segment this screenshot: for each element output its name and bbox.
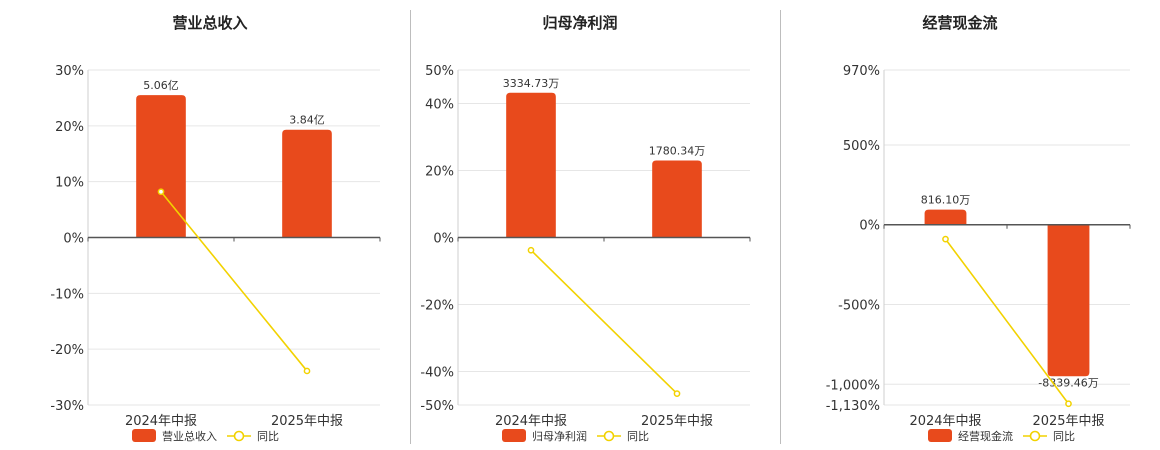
chart-2-category-label: 2025年中报 [1032,414,1104,429]
chart-2-bar-1-label: -8339.46万 [1038,376,1098,389]
chart-0-bar-0-label: 5.06亿 [143,79,179,92]
chart-2-legend-line-marker [1029,430,1041,442]
chart-0-bar-1-label: 3.84亿 [289,114,325,127]
chart-0-ytick-label: 30% [55,64,84,79]
chart-1-ytick-label: -50% [420,399,454,414]
chart-1-legend-line-marker [603,430,615,442]
chart-2-legend-bar-swatch [928,429,952,442]
chart-0-ytick-label: -20% [50,343,84,358]
chart-0-ytick-label: -30% [50,399,84,414]
chart-2-category-label: 2024年中报 [909,414,981,429]
chart-0-bar-0 [136,95,186,238]
chart-2-ytick-label: 500% [843,139,880,154]
chart-1-ytick-label: 0% [433,232,454,247]
chart-1-bar-1-label: 1780.34万 [649,144,706,157]
chart-1-legend-line-label: 同比 [627,430,649,443]
chart-1-legend-bar-label: 归母净利润 [532,429,587,443]
chart-1-title: 归母净利润 [542,14,617,32]
chart-2-bar-0 [924,209,967,225]
chart-2-yoy-line [944,238,1070,405]
chart-1-yoy-point-1 [673,390,681,397]
panel-divider-1 [410,10,411,444]
chart-0-yoy-point-1 [303,367,311,375]
chart-0-bar-1 [282,129,332,238]
chart-0-legend-bar-label: 营业总收入 [162,429,217,443]
chart-1-yoy-point-0 [527,246,535,254]
chart-2-legend-line-label: 同比 [1053,430,1075,443]
chart-2-bar-1 [1047,224,1090,377]
chart-0-title: 营业总收入 [172,14,247,32]
chart-1-ytick-label: 40% [425,98,454,113]
chart-1-ytick-label: -20% [420,299,454,314]
chart-0-yoy-line [160,191,308,372]
chart-2-ytick-label: -1,000% [826,378,880,393]
chart-2-legend-bar-label: 经营现金流 [958,429,1013,443]
chart-1-bar-0-label: 3334.73万 [503,77,560,90]
chart-1-yoy-line [530,249,678,395]
chart-1-category-label: 2025年中报 [641,414,713,429]
chart-1-ytick-label: 50% [425,64,454,79]
chart-0-ytick-label: -10% [50,287,84,302]
chart-2-yoy-point-1 [1065,400,1072,408]
chart-1-ytick-label: -40% [420,366,454,381]
chart-1-legend-bar-swatch [502,429,526,442]
chart-0-legend-bar-swatch [132,429,156,442]
chart-0-category-label: 2024年中报 [125,414,197,429]
chart-0-legend-line-label: 同比 [257,430,279,443]
chart-0-ytick-label: 10% [55,176,84,191]
chart-0-category-label: 2025年中报 [271,414,343,429]
chart-1-category-label: 2024年中报 [495,414,567,429]
chart-1-ytick-label: 20% [425,165,454,180]
chart-0-ytick-label: 0% [63,232,84,247]
chart-2-ytick-label: 0% [859,219,880,234]
chart-0-yoy-point-0 [157,188,165,196]
chart-2-ytick-label: -1,130% [826,399,880,414]
chart-2-ytick-label: -500% [838,299,880,314]
chart-2-yoy-point-0 [942,235,949,243]
chart-2-title: 经营现金流 [922,14,997,32]
chart-0-legend-line-marker [233,430,245,442]
chart-1-bar-1 [652,160,702,238]
chart-1-bar-0 [506,92,556,238]
chart-2-bar-0-label: 816.10万 [921,194,971,207]
chart-0-ytick-label: 20% [55,120,84,135]
chart-2-ytick-label: 970% [843,64,880,79]
panel-divider-2 [780,10,781,444]
